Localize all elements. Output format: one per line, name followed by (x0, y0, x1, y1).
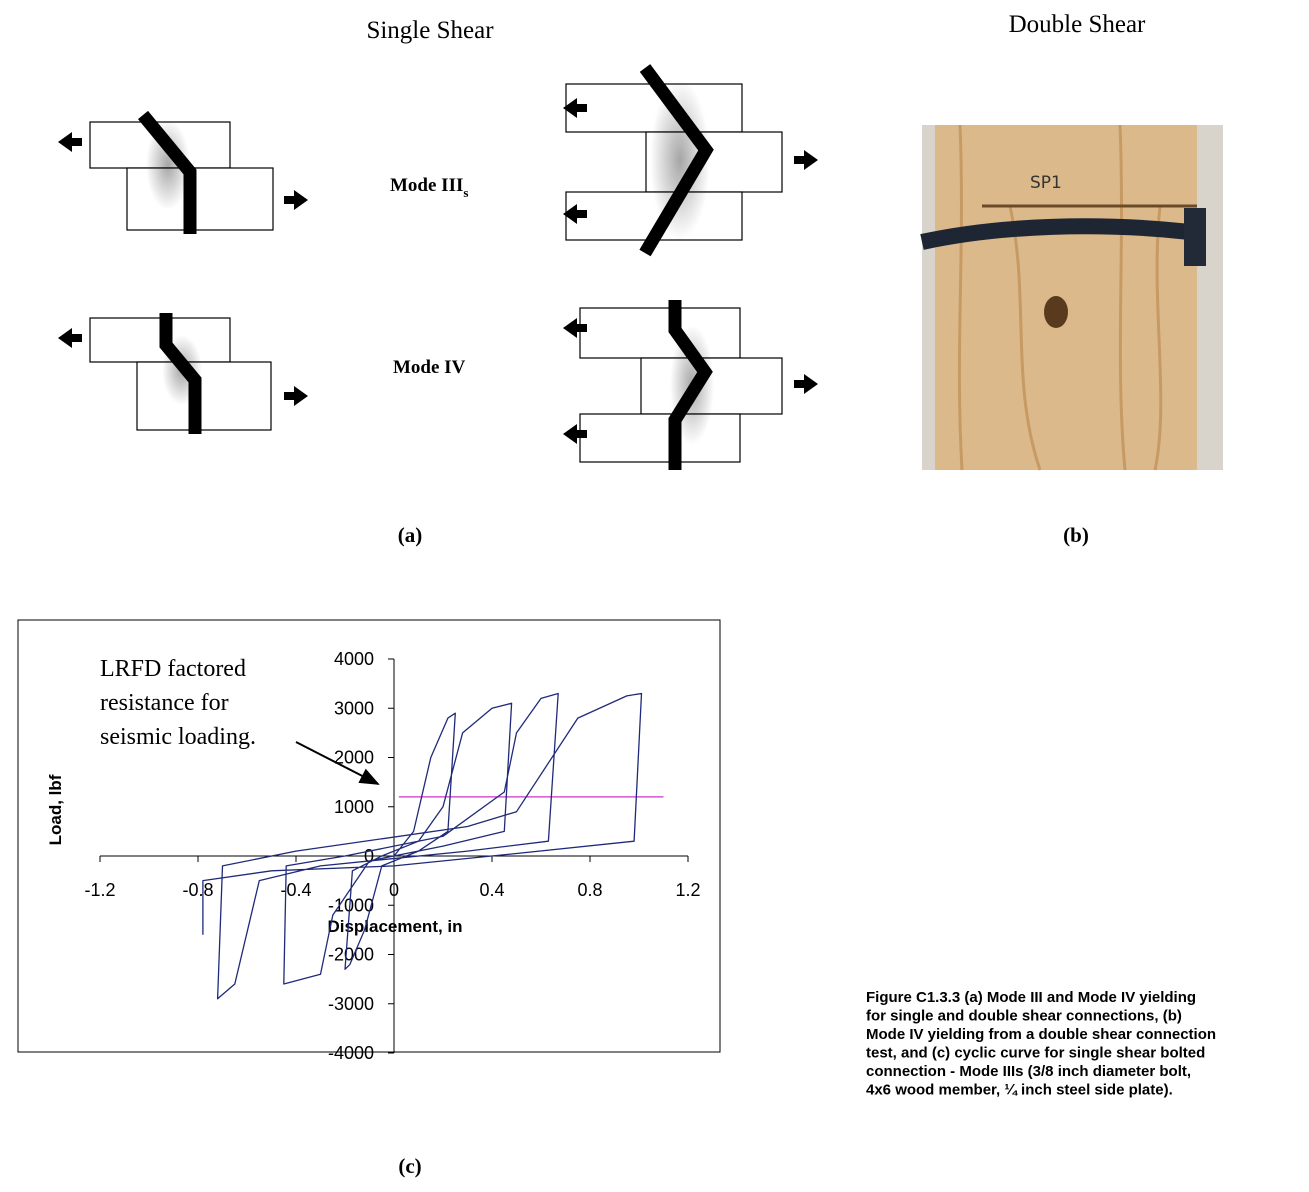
double-shear-title: Double Shear (1009, 11, 1146, 38)
mode-label: Mode IV (393, 357, 466, 378)
y-tick-label: 4000 (334, 649, 374, 669)
y-tick-label: 3000 (334, 698, 374, 718)
y-tick-label: -2000 (328, 945, 374, 965)
annotation-line: seismic loading. (100, 724, 256, 750)
caption: Figure C1.3.3 (a) Mode III and Mode IV y… (866, 989, 1216, 1099)
mode-label-text: Mode III (390, 175, 463, 196)
y-tick-label: -4000 (328, 1043, 374, 1063)
diagram-a (58, 64, 818, 470)
annotation-line: LRFD factored (100, 656, 246, 682)
chart: -1.2 -0.8 -0.4 0 0.4 0.8 1.2 -4000 -3000 -2000 -10… (46, 649, 701, 1063)
annotation-arrow (295, 741, 380, 785)
mode-label: Mode IIIs (390, 175, 468, 200)
caption-line: connection - Mode IIIs (3/8 inch diamete… (866, 1063, 1191, 1080)
chart-frame (17, 619, 721, 1053)
y-tick-label: -1000 (328, 895, 374, 915)
caption-line: 4x6 wood member, ¼ inch steel side plate… (866, 1082, 1173, 1099)
x-tick-label: 0.8 (577, 880, 602, 900)
x-tick-label: 0.4 (479, 880, 504, 900)
annotation-line: resistance for (100, 690, 229, 716)
mode-subscript: s (463, 185, 468, 200)
y-axis-title: Load, lbf (46, 774, 65, 845)
y-tick-label: 2000 (334, 748, 374, 768)
x-tick-label: -0.4 (280, 880, 311, 900)
panel-label: (a) (398, 523, 423, 547)
x-axis-title: Displacement, in (327, 917, 462, 936)
caption-line: Mode IV yielding from a double shear con… (866, 1026, 1216, 1043)
y-tick-label: 0 (364, 846, 374, 866)
single-shear-title: Single Shear (366, 17, 494, 44)
photo-marking: SP1 (1030, 173, 1062, 193)
hysteresis-curve (202, 692, 643, 1000)
x-tick-label: -1.2 (84, 880, 115, 900)
x-tick-label: -0.8 (182, 880, 213, 900)
caption-line: for single and double shear connections,… (866, 1008, 1182, 1025)
panel-label: (c) (398, 1154, 421, 1178)
x-tick-label: 0 (389, 880, 399, 900)
x-tick-label: 1.2 (675, 880, 700, 900)
caption-line: Figure C1.3.3 (a) Mode III and Mode IV y… (866, 989, 1196, 1006)
caption-line: test, and (c) cyclic curve for single sh… (866, 1045, 1205, 1062)
y-tick-label: -3000 (328, 994, 374, 1014)
photo-b: SP1 (920, 124, 1223, 471)
y-tick-label: 1000 (334, 797, 374, 817)
panel-label: (b) (1063, 523, 1089, 547)
